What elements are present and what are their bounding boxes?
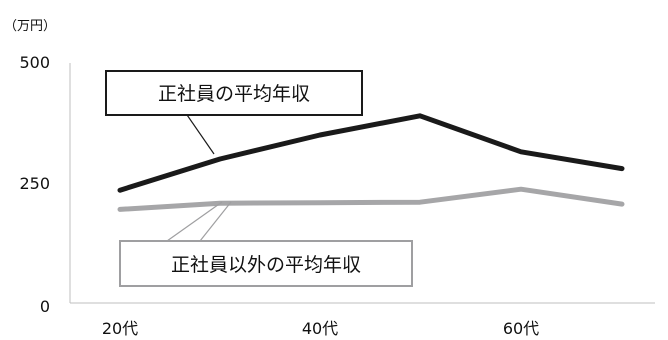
series-line-full-time: [117, 113, 625, 193]
x-tick-label-40s: 40代: [302, 319, 338, 338]
callout-label-non-full-time: 正社員以外の平均年収: [171, 254, 361, 276]
y-tick-label-500: 500: [19, 53, 50, 72]
series-line-non-full-time: [117, 186, 625, 212]
callout-box-full-time: [105, 70, 363, 116]
x-tick-label-60s: 60代: [503, 319, 539, 338]
x-tick-label-20s: 20代: [102, 319, 138, 338]
y-tick-label-250: 250: [19, 174, 50, 193]
callout-leader-full-time: [184, 111, 215, 155]
y-axis-unit-label: （万円）: [4, 19, 56, 34]
y-tick-label-0: 0: [40, 297, 50, 316]
callout-label-full-time: 正社員の平均年収: [158, 83, 310, 105]
callout-leader-non-full-time-a: [166, 201, 223, 242]
callout-box-non-full-time: [119, 240, 413, 287]
callout-leader-non-full-time-b: [199, 201, 232, 242]
